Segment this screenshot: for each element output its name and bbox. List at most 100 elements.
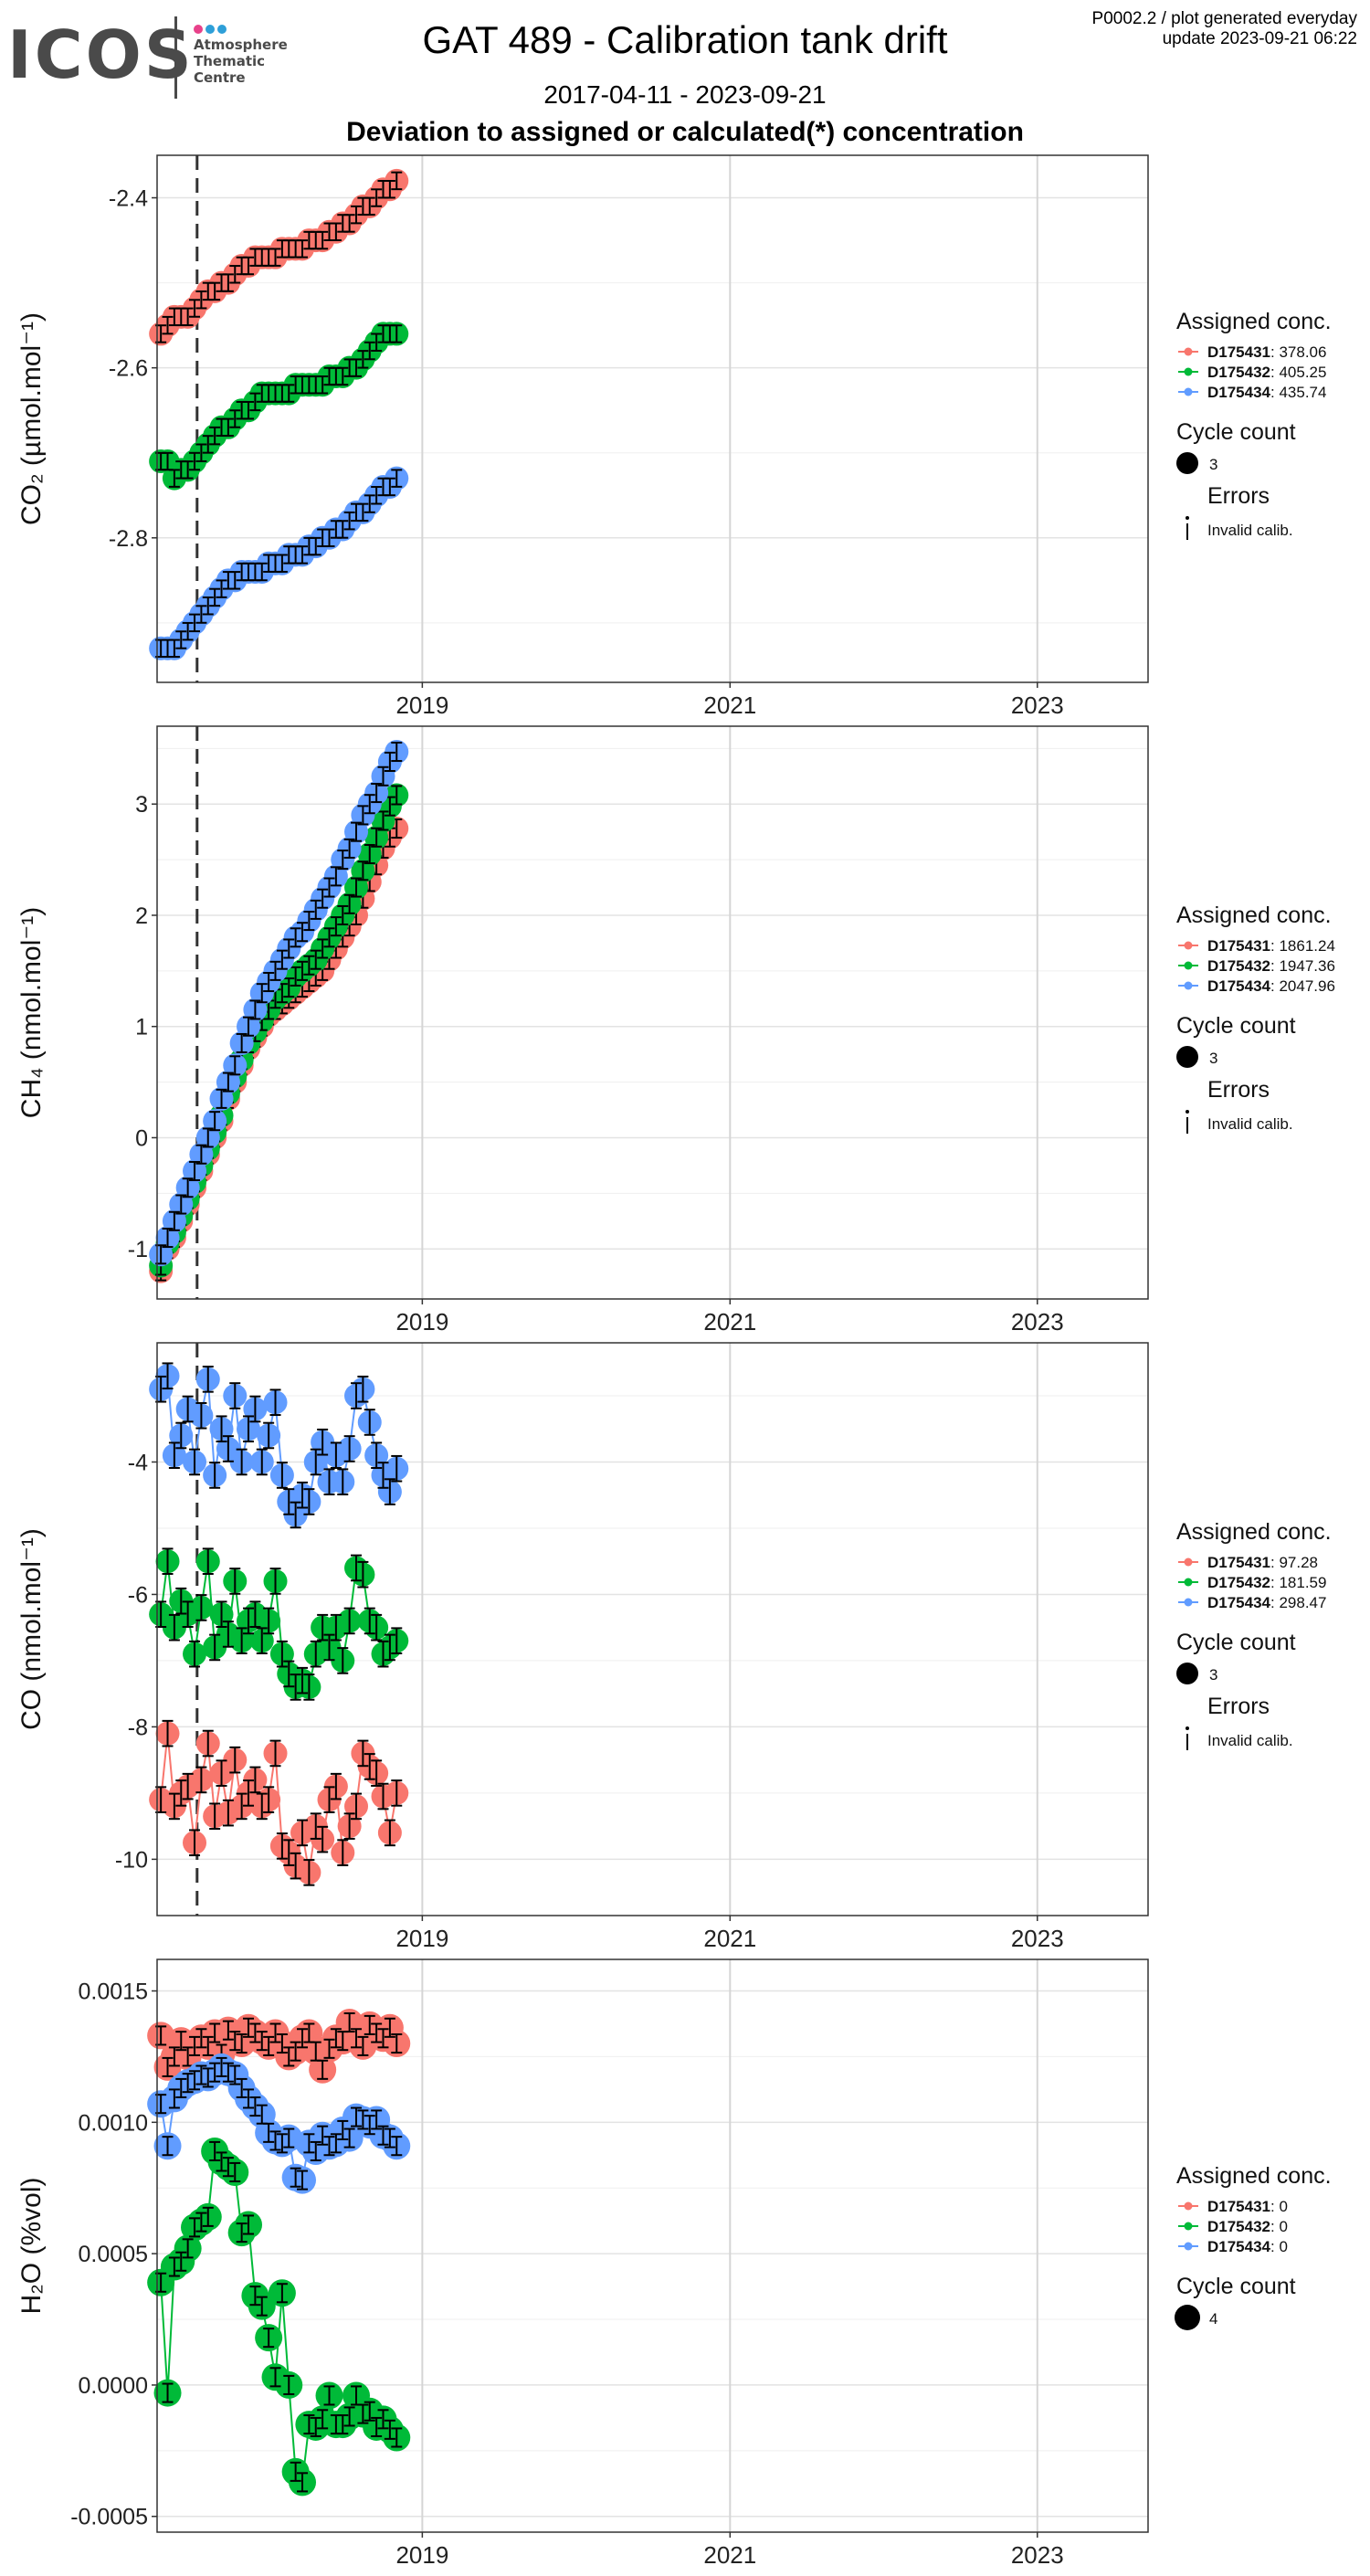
legend-key-point: [1184, 367, 1193, 376]
legend-entry: D175431: 97.28: [1207, 1554, 1318, 1571]
legend-tank-id: D175432: [1207, 2218, 1270, 2235]
legend-entry: D175432: 1947.36: [1207, 957, 1335, 975]
legend-tank-id: D175432: [1207, 364, 1270, 381]
legend-entry: D175434: 298.47: [1207, 1594, 1326, 1611]
legend-entry: D175432: 0: [1207, 2218, 1288, 2235]
y-tick-label: -1: [128, 1237, 148, 1262]
x-tick-label: 2021: [703, 2541, 756, 2569]
legend-count-title: Cycle count: [1176, 1013, 1296, 1039]
legend-entry: D175431: 1861.24: [1207, 937, 1335, 955]
legend-key-point: [1184, 387, 1193, 396]
legend-entry: D175432: 405.25: [1207, 364, 1326, 381]
legend-count-dot: [1176, 1663, 1198, 1684]
y-tick-label: 0.0015: [79, 1980, 148, 2005]
x-tick-label: 2023: [1011, 1308, 1064, 1336]
legend-tank-value: : 378.06: [1270, 343, 1326, 361]
legend-key-point: [1184, 2242, 1193, 2251]
x-tick-label: 2023: [1011, 2541, 1064, 2569]
legend-errors-label: Invalid calib.: [1207, 522, 1293, 539]
legend-errors-title: Errors: [1207, 1077, 1270, 1103]
legend-key-point: [1184, 941, 1193, 950]
legend-tank-value: : 1861.24: [1270, 937, 1335, 955]
y-tick-label: 0: [135, 1125, 148, 1151]
legend-key-point: [1184, 981, 1193, 990]
plot-frame: [156, 154, 1149, 683]
legend-error-key-dot: [1186, 1726, 1189, 1730]
legend-count-value: 3: [1209, 456, 1217, 473]
legend-tank-value: : 1947.36: [1270, 957, 1335, 975]
plot-meta: P0002.2 / plot generated everyday update…: [1092, 9, 1357, 49]
legend-tank-id: D175434: [1207, 2238, 1271, 2255]
legend-key-point: [1184, 2201, 1193, 2211]
legend-key-point: [1184, 1557, 1193, 1567]
legend-entry: D175432: 181.59: [1207, 1574, 1326, 1591]
icos-logo: ICOS Atmosphere Thematic Centre: [7, 9, 318, 100]
legend-key-point: [1184, 961, 1193, 970]
legend-errors-title: Errors: [1207, 1694, 1270, 1719]
legend-tank-id: D175432: [1207, 957, 1270, 975]
plot-background: [157, 726, 1148, 1299]
legend-tank-value: : 435.74: [1270, 384, 1326, 401]
x-tick-label: 2023: [1011, 692, 1064, 719]
y-tick-label: -4: [128, 1450, 148, 1475]
legend-tank-value: : 0: [1270, 2198, 1288, 2215]
legend-count-dot: [1175, 2305, 1200, 2330]
legend-errors-label: Invalid calib.: [1207, 1732, 1293, 1749]
legend-error-key-dot: [1186, 1110, 1189, 1114]
legend-tank-id: D175431: [1207, 937, 1270, 955]
legend-entry: D175434: 2047.96: [1207, 977, 1335, 995]
logo-subtitle: Atmosphere Thematic Centre: [194, 37, 288, 86]
legend-tank-id: D175434: [1207, 977, 1271, 995]
y-tick-label: -0.0005: [70, 2505, 148, 2530]
logo-dot: [217, 25, 227, 34]
logo-dot: [194, 25, 203, 34]
plot-frame: [156, 1342, 1149, 1916]
x-tick-label: 2021: [703, 692, 756, 719]
legend-tank-id: D175434: [1207, 384, 1271, 401]
x-tick-label: 2019: [395, 2541, 448, 2569]
legend-count-dot: [1176, 452, 1198, 474]
y-tick-label: -8: [128, 1715, 148, 1740]
x-tick-label: 2021: [703, 1925, 756, 1952]
legend-error-key-dot: [1186, 516, 1189, 520]
x-tick-label: 2019: [395, 692, 448, 719]
y-tick-label: 0.0005: [79, 2242, 148, 2267]
meta-update: update 2023-09-21 06:22: [1162, 29, 1357, 48]
legend-title: Assigned conc.: [1176, 309, 1332, 334]
chart-panel: -4 -6 -8 -10 2019 2021 2023 CO (nmol.mol⁻¹) Assi…: [16, 1342, 1332, 1952]
legend-count-title: Cycle count: [1176, 1630, 1296, 1655]
legend-tank-value: : 0: [1270, 2238, 1288, 2255]
logo-dots: [194, 22, 229, 38]
chart-panel: 3 2 1 0 -1 2019 2021 2023 CH₄ (nmol.mol⁻¹) Assign…: [16, 725, 1335, 1336]
logo-divider: [174, 16, 177, 99]
legend-entry: D175434: 435.74: [1207, 384, 1326, 401]
legend-count-dot: [1176, 1046, 1198, 1068]
chart-subtitle: Deviation to assigned or calculated(*) c…: [346, 117, 1024, 147]
y-axis-label: CH₄ (nmol.mol⁻¹): [16, 907, 47, 1118]
y-tick-label: -10: [115, 1847, 148, 1873]
legend-count-title: Cycle count: [1176, 2274, 1296, 2299]
date-range: 2017-04-11 - 2023-09-21: [543, 80, 827, 109]
y-tick-label: 3: [135, 792, 148, 818]
legend-key-point: [1184, 1578, 1193, 1587]
legend-tank-id: D175431: [1207, 2198, 1270, 2215]
plot-frame: [156, 725, 1149, 1300]
legend-title: Assigned conc.: [1176, 2163, 1332, 2189]
plot-frame: [156, 1958, 1149, 2533]
legend-count-value: 3: [1209, 1050, 1217, 1067]
legend-count-value: 4: [1209, 2310, 1217, 2328]
legend-tank-id: D175431: [1207, 343, 1270, 361]
legend-errors-title: Errors: [1207, 483, 1270, 509]
legend-tank-value: : 0: [1270, 2218, 1288, 2235]
y-tick-label: -2.4: [109, 186, 148, 212]
x-tick-label: 2019: [395, 1308, 448, 1336]
legend-key-point: [1184, 1598, 1193, 1607]
y-tick-label: -2.6: [109, 356, 148, 382]
legend-tank-value: : 405.25: [1270, 364, 1326, 381]
legend-tank-id: D175434: [1207, 1594, 1271, 1611]
x-tick-label: 2019: [395, 1925, 448, 1952]
legend-key-point: [1184, 347, 1193, 356]
logo-wordmark: ICOS: [7, 16, 195, 93]
legend-tank-value: : 181.59: [1270, 1574, 1326, 1591]
